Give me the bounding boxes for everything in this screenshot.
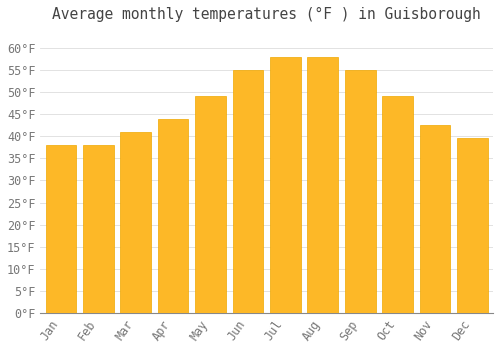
Bar <box>46 145 76 313</box>
Bar <box>270 57 300 313</box>
Bar <box>195 97 226 313</box>
Bar <box>345 70 376 313</box>
Bar <box>83 145 114 313</box>
Bar <box>232 70 264 313</box>
Bar <box>457 139 488 313</box>
Bar <box>382 97 413 313</box>
Bar <box>158 119 188 313</box>
Title: Average monthly temperatures (°F ) in Guisborough: Average monthly temperatures (°F ) in Gu… <box>52 7 481 22</box>
Bar <box>420 125 450 313</box>
Bar <box>308 57 338 313</box>
Bar <box>120 132 151 313</box>
